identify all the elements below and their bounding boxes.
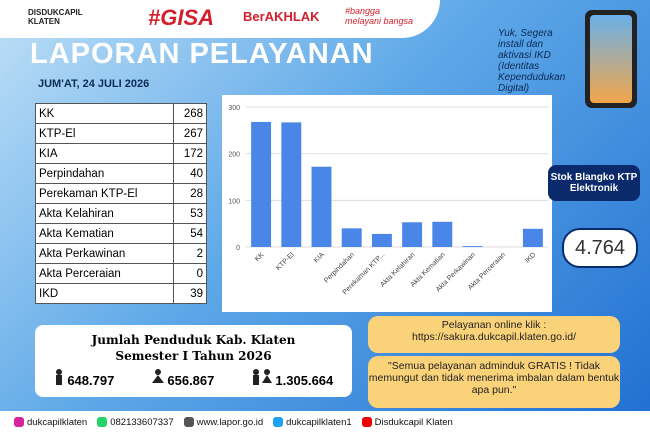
y-tick-label: 200 xyxy=(228,152,240,159)
table-label: IKD xyxy=(35,283,174,304)
bangga-logo: #bangga melayani bangsa xyxy=(345,6,414,26)
table-value: 0 xyxy=(173,263,207,284)
y-tick-label: 300 xyxy=(228,105,240,112)
table-value: 54 xyxy=(173,223,207,244)
stock-value: 4.764 xyxy=(562,228,638,268)
table-value: 39 xyxy=(173,283,207,304)
service-table: KK 268 KTP-El 267 KIA 172 Perpindahan 40 Perekam… xyxy=(35,103,207,304)
instagram-handle: dukcapilklaten xyxy=(27,416,88,428)
logo-text: DISDUKCAPIL KLATEN xyxy=(28,8,83,26)
population-title: Jumlah Penduduk Kab. Klaten xyxy=(91,333,296,347)
female-count: 656.867 xyxy=(167,373,215,388)
footer: dukcapilklaten 082133607337 www.lapor.go… xyxy=(0,411,650,433)
youtube-channel: Disdukcapil Klaten xyxy=(374,416,453,428)
table-label: Akta Perceraian xyxy=(35,263,174,284)
table-value: 267 xyxy=(173,123,207,144)
male: 648.797 xyxy=(54,369,115,388)
gisa-logo: #GISA xyxy=(148,5,215,30)
table-row: IKD 39 xyxy=(35,283,207,304)
whatsapp-number: 082133607337 xyxy=(110,416,174,428)
population-numbers: 648.797 656.867 1.305.664 xyxy=(35,369,352,388)
table-label: Akta Kematian xyxy=(35,223,174,244)
table-row: Akta Kelahiran 53 xyxy=(35,203,207,224)
x-tick-label: KTP-El xyxy=(275,251,296,272)
instagram[interactable]: dukcapilklaten xyxy=(14,417,87,428)
online-label: Pelayanan online klik : xyxy=(441,319,547,331)
table-row: Akta Perceraian 0 xyxy=(35,263,207,284)
table-row: Akta Kematian 54 xyxy=(35,223,207,244)
youtube[interactable]: Disdukcapil Klaten xyxy=(361,416,453,428)
header xyxy=(0,0,440,38)
table-row: Akta Perkawinan 2 xyxy=(35,243,207,264)
title: LAPORAN PELAYANAN xyxy=(30,38,374,70)
date: JUM'AT, 24 JULI 2026 xyxy=(38,78,150,90)
table-value: 53 xyxy=(173,203,207,224)
web[interactable]: www.lapor.go.id xyxy=(183,416,264,428)
table-value: 172 xyxy=(173,143,207,164)
bar xyxy=(432,221,453,247)
total-count: 1.305.664 xyxy=(275,373,334,388)
stock-label: Stok Blangko KTP Elektronik xyxy=(548,165,640,201)
bar xyxy=(311,166,332,247)
table-label: KIA xyxy=(35,143,174,164)
quote: "Semua pelayanan adminduk GRATIS ! Tidak… xyxy=(368,360,620,396)
table-row: Perpindahan 40 xyxy=(35,163,207,184)
twitter-handle: dukcapilklaten1 xyxy=(286,416,352,428)
bar xyxy=(281,122,302,247)
total: 1.305.664 xyxy=(252,369,333,388)
table-row: KK 268 xyxy=(35,103,207,124)
x-tick-label: KK xyxy=(254,251,266,263)
female: 656.867 xyxy=(151,369,215,388)
table-label: Perekaman KTP-El xyxy=(35,183,174,204)
bar xyxy=(251,121,272,247)
table-label: Akta Kelahiran xyxy=(35,203,174,224)
table-label: KK xyxy=(35,103,174,124)
male-count: 648.797 xyxy=(67,373,115,388)
table-row: KTP-El 267 xyxy=(35,123,207,144)
table-label: Akta Perkawinan xyxy=(35,243,174,264)
y-tick-label: 100 xyxy=(228,198,240,205)
bar xyxy=(462,246,483,247)
web-url: www.lapor.go.id xyxy=(196,416,264,428)
table-value: 28 xyxy=(173,183,207,204)
ikd-promo: Yuk, Segera install dan aktivasi IKD (Id… xyxy=(498,28,566,94)
online-url[interactable]: https://sakura.dukcapil.klaten.go.id/ xyxy=(411,331,576,343)
bar xyxy=(371,233,392,247)
table-value: 40 xyxy=(173,163,207,184)
population-box: Jumlah Penduduk Kab. Klaten Semester I T… xyxy=(35,325,352,397)
chart-panel: 0 100 200 300 KK KTP-El KIA Perpindahan Perekama… xyxy=(222,95,552,312)
table-value: 268 xyxy=(173,103,207,124)
whatsapp[interactable]: 082133607337 xyxy=(97,416,174,428)
x-tick-label: KIA xyxy=(313,251,326,264)
quote-box: "Semua pelayanan adminduk GRATIS ! Tidak… xyxy=(368,356,620,408)
berakhlak-logo: BerAKHLAK xyxy=(243,9,320,24)
online-box: Pelayanan online klik : https://sakura.d… xyxy=(368,316,620,353)
x-tick-label: IKD xyxy=(524,251,537,264)
table-row: KIA 172 xyxy=(35,143,207,164)
bar xyxy=(402,222,423,247)
population-subtitle: Semester I Tahun 2026 xyxy=(115,349,272,363)
bar xyxy=(522,228,543,247)
y-tick-label: 0 xyxy=(236,245,240,252)
table-label: KTP-El xyxy=(35,123,174,144)
table-value: 2 xyxy=(173,243,207,264)
table-row: Perekaman KTP-El 28 xyxy=(35,183,207,204)
twitter[interactable]: dukcapilklaten1 xyxy=(273,417,352,428)
phone-image xyxy=(585,10,637,108)
x-tick-label: Perpindahan xyxy=(323,251,356,284)
table-label: Perpindahan xyxy=(35,163,174,184)
bar xyxy=(341,228,362,247)
